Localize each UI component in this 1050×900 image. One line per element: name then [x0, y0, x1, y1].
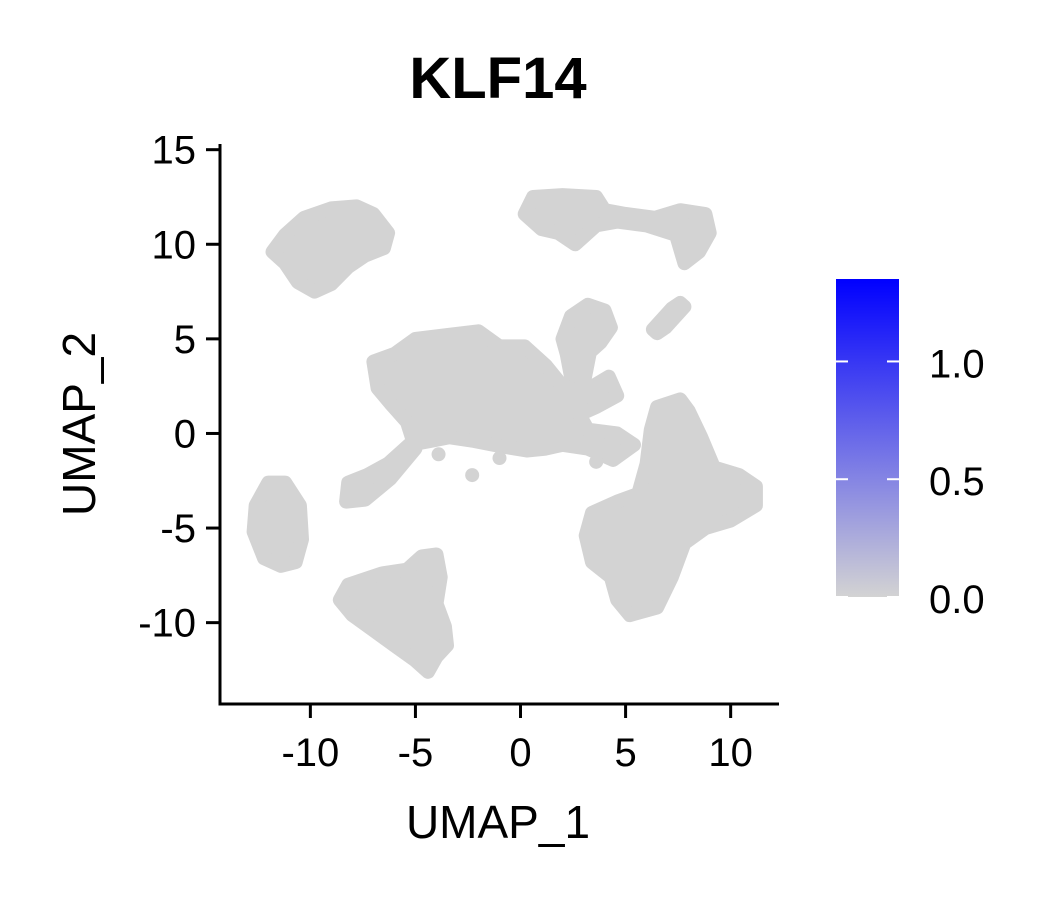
cluster-top-left	[265, 199, 396, 299]
x-axis-ticks: -10 -5 0 5 10	[281, 704, 753, 775]
colorbar-ticks: 0.0 0.5 1.0	[836, 342, 985, 622]
y-axis-label: UMAP_2	[53, 332, 105, 516]
colorbar-tick-label: 1.0	[929, 342, 985, 386]
cluster-bottom	[332, 547, 454, 679]
y-tick-label: 0	[174, 412, 196, 456]
y-tick-label: 15	[152, 129, 197, 173]
colorbar-legend: 0.0 0.5 1.0	[836, 279, 985, 622]
y-tick-label: -5	[160, 507, 196, 551]
colorbar-gradient	[836, 279, 899, 597]
y-tick-label: -10	[138, 602, 196, 646]
cluster-left	[246, 475, 309, 573]
cluster-small-diagonal	[645, 295, 692, 341]
x-tick-label: -5	[398, 731, 434, 775]
x-tick-label: 10	[708, 731, 753, 775]
x-tick-label: 0	[509, 731, 531, 775]
y-tick-label: 10	[152, 223, 197, 267]
cell-point	[492, 451, 507, 466]
y-axis-ticks: -10 -5 0 5 10 15	[138, 129, 220, 646]
cluster-top-right	[517, 188, 717, 271]
cluster-central	[339, 324, 641, 509]
cell-point	[589, 454, 604, 469]
plot-area	[246, 188, 763, 679]
chart-title: KLF14	[409, 46, 586, 111]
colorbar-tick-label: 0.5	[929, 460, 985, 504]
x-axis-label: UMAP_1	[406, 796, 590, 848]
cell-point	[431, 447, 446, 462]
x-tick-label: -10	[281, 731, 339, 775]
cluster-mid-upper	[555, 297, 618, 392]
cell-point	[465, 468, 480, 483]
colorbar-tick-label: 0.0	[929, 578, 985, 622]
cluster-right-large	[578, 392, 763, 623]
y-tick-label: 5	[174, 318, 196, 362]
x-tick-label: 5	[614, 731, 636, 775]
